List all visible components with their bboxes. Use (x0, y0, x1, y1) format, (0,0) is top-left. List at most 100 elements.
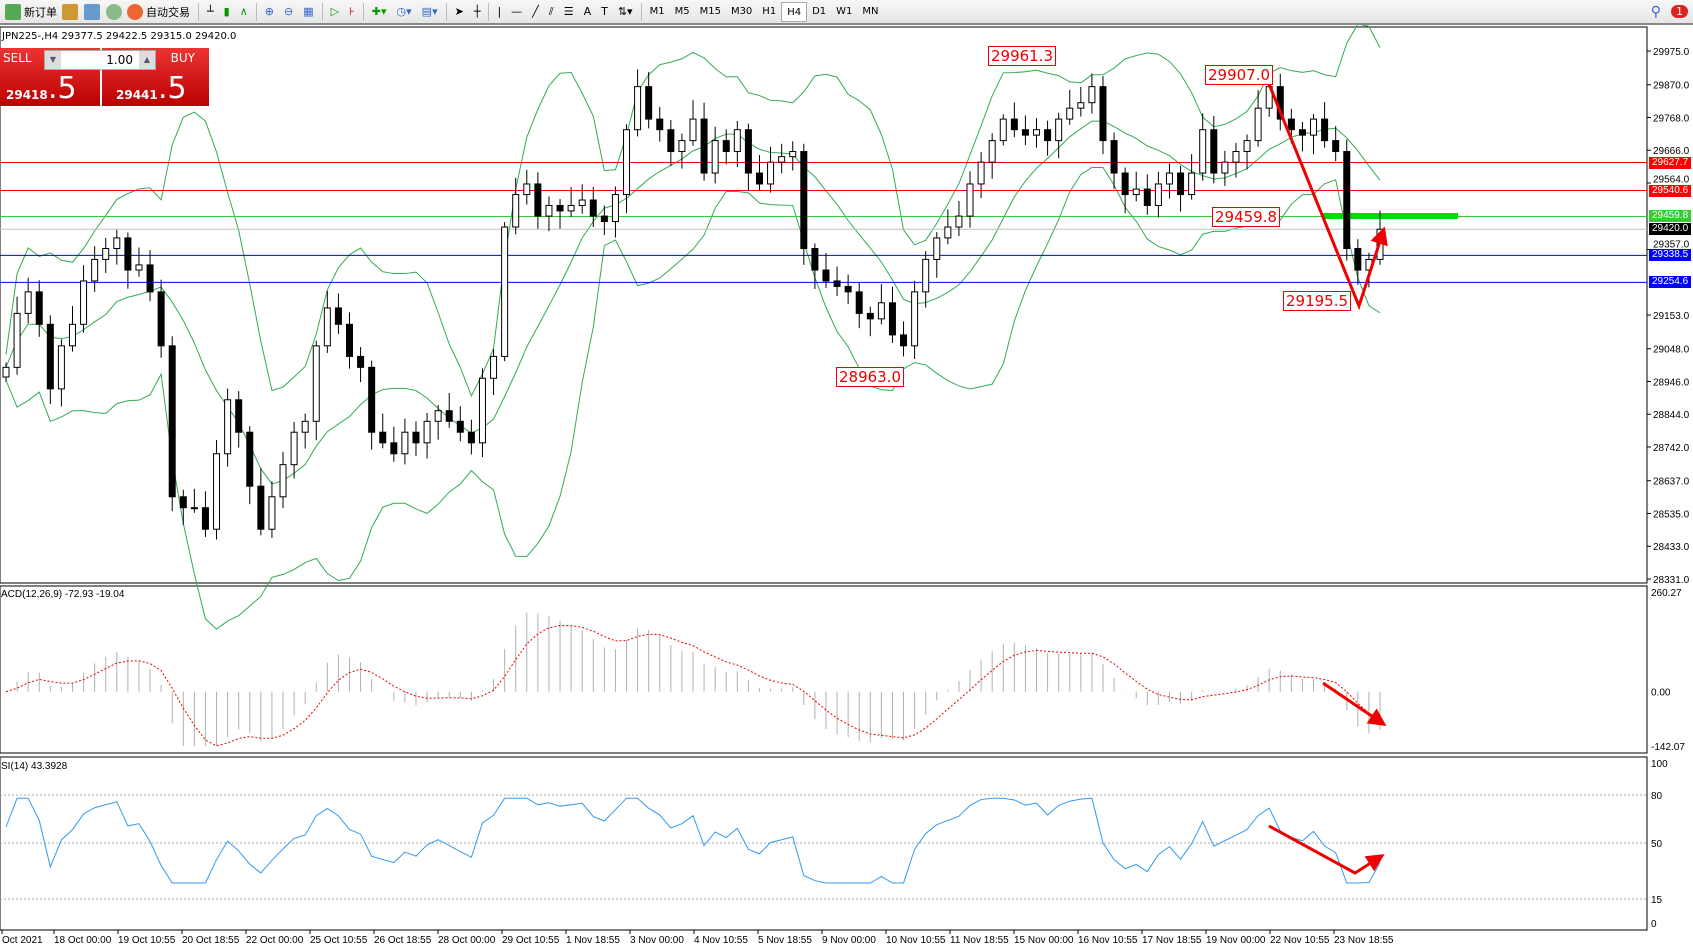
candle (767, 161, 775, 185)
fibonacci-button[interactable]: ☰ (563, 5, 574, 18)
time-tick-label: 19 Nov 00:00 (1206, 935, 1266, 946)
equidistant-channel-button[interactable]: ⫽ (548, 4, 554, 18)
time-tick-label: 28 Oct 00:00 (438, 935, 496, 946)
candle (401, 431, 409, 455)
candle (1232, 151, 1240, 163)
line-chart-button[interactable]: ∧ (239, 5, 248, 18)
rsi-scale-label: 80 (1651, 791, 1663, 802)
lot-size-stepper[interactable]: ▼ 1.00 ▲ (44, 50, 156, 70)
candle (346, 323, 353, 357)
candle (1321, 118, 1329, 142)
candle (157, 291, 165, 347)
cursor-button[interactable]: ➤ (454, 5, 464, 18)
price-tick-label: 28535.0 (1653, 509, 1690, 520)
candle (700, 118, 708, 174)
candle (600, 215, 608, 223)
bollinger-middle (5, 120, 1381, 485)
macd-panel (0, 585, 1648, 754)
bollinger-upper (5, 23, 1381, 398)
tile-windows-button[interactable]: ▦ (303, 5, 314, 18)
arrows-button[interactable]: ⇅▾ (617, 5, 633, 18)
candle (755, 172, 763, 185)
chart-shift-button[interactable]: ⊦ (349, 5, 355, 18)
timeframe-m5[interactable]: M5 (674, 5, 690, 17)
buy-button[interactable]: BUY 29441 .5 (102, 48, 209, 106)
candle (290, 431, 298, 466)
candle (445, 410, 453, 422)
text-label-button[interactable]: T (601, 5, 608, 18)
bar-chart-button[interactable]: ┴ (207, 5, 214, 18)
zoom-in-button[interactable]: ⊕ (264, 5, 274, 18)
timeframe-m15[interactable]: M15 (699, 5, 721, 17)
price-level-label: 29459.8 (1649, 210, 1692, 223)
timeframe-w1[interactable]: W1 (836, 5, 853, 17)
time-tick-label: 19 Oct 10:55 (118, 935, 176, 946)
periods-button[interactable]: ◷▾ (396, 5, 412, 18)
indicators-button[interactable]: ✚▾ (371, 5, 387, 18)
increase-lot-button[interactable]: ▲ (139, 51, 155, 69)
search-icon[interactable]: ⚲ (1650, 3, 1661, 20)
decrease-lot-button[interactable]: ▼ (45, 51, 61, 69)
candle (201, 507, 209, 530)
time-tick-label: 26 Oct 18:55 (374, 935, 432, 946)
price-level-label: 29420.0 (1649, 223, 1692, 236)
trendline-button[interactable]: ╱ (532, 5, 539, 18)
timeframe-h4[interactable]: H4 (781, 1, 808, 22)
timeframe-mn[interactable]: MN (862, 5, 879, 17)
macd-scale-label: 0.00 (1651, 688, 1671, 699)
notifications-button[interactable]: 1 (1666, 1, 1693, 23)
timeframe-d1[interactable]: D1 (812, 5, 827, 17)
time-tick-label: 20 Oct 18:55 (182, 935, 240, 946)
candle (235, 399, 243, 433)
candle (124, 237, 132, 271)
candle (512, 194, 520, 228)
candle (257, 485, 265, 530)
timeframe-m1[interactable]: M1 (649, 5, 665, 17)
new-order-icon (5, 3, 21, 20)
autoscroll-button[interactable]: ▷ (330, 5, 340, 18)
crosshair-button[interactable]: ┼ (473, 5, 481, 18)
divider (445, 2, 447, 21)
auto-trading-button[interactable]: 自动交易 (122, 1, 195, 23)
vertical-line-button[interactable]: | (497, 5, 502, 18)
text-button[interactable]: A (583, 5, 592, 18)
candle (213, 453, 221, 530)
auto-trading-icon (127, 3, 143, 20)
macd-label: ACD(12,26,9) -72.93 -19.04 (1, 589, 125, 600)
timeframe-h1[interactable]: H1 (762, 5, 777, 17)
history-icon[interactable] (62, 3, 78, 20)
candle (1177, 172, 1185, 196)
candle (423, 420, 431, 444)
rsi-panel (0, 756, 1648, 931)
zoom-out-button[interactable]: ⊖ (283, 5, 294, 18)
candle (1276, 86, 1284, 120)
rsi-scale-label: 15 (1651, 895, 1663, 906)
market-watch-icon[interactable] (84, 3, 100, 20)
candle (855, 291, 863, 314)
horizontal-line-button[interactable]: — (511, 5, 523, 18)
time-tick-label: 18 Oct 00:00 (54, 935, 112, 946)
candle (113, 237, 121, 250)
divider (640, 2, 642, 21)
candle (501, 226, 509, 357)
price-annotation: 29907.0 (1205, 65, 1274, 85)
price-tick-label: 28331.0 (1653, 575, 1690, 586)
candle (102, 248, 110, 260)
divider (362, 2, 364, 21)
macd-arrow (1322, 681, 1387, 727)
signals-icon[interactable] (106, 3, 122, 20)
candle (955, 215, 963, 228)
price-tick-label: 28946.0 (1653, 377, 1690, 388)
chart-info: JPN225-,H4 29377.5 29422.5 29315.0 29420… (2, 31, 237, 42)
templates-button[interactable]: ▤▾ (421, 5, 438, 18)
candle (933, 237, 941, 260)
timeframe-m30[interactable]: M30 (730, 5, 753, 17)
candle (744, 129, 752, 174)
lot-size-input[interactable]: 1.00 (106, 53, 133, 67)
candle (789, 151, 797, 158)
new-order-button[interactable]: 新订单 (0, 1, 62, 23)
candle (179, 496, 187, 509)
candlestick-button[interactable]: ▮ (223, 5, 230, 18)
one-click-trading-panel: SELL 29418 .5 BUY 29441 .5 ▼ 1.00 ▲ (0, 48, 210, 106)
